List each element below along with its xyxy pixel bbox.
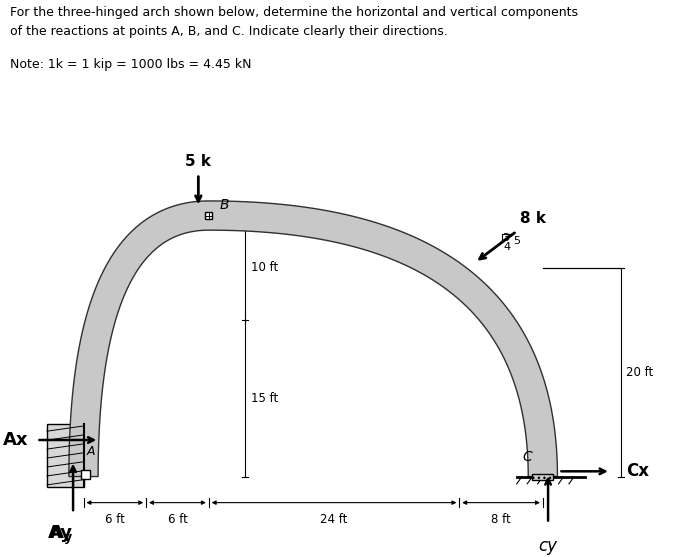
Bar — [533, 475, 553, 480]
Text: cy: cy — [539, 537, 557, 555]
Polygon shape — [69, 201, 557, 477]
Text: 8 k: 8 k — [520, 211, 546, 226]
Bar — [81, 470, 90, 478]
Text: $\mathbf{A_y}$: $\mathbf{A_y}$ — [48, 524, 72, 547]
Text: 6 ft: 6 ft — [105, 513, 125, 526]
Text: of the reactions at points A, B, and C. Indicate clearly their directions.: of the reactions at points A, B, and C. … — [10, 25, 448, 38]
Text: 15 ft: 15 ft — [251, 392, 278, 405]
Text: Ax: Ax — [3, 431, 28, 449]
Text: 4: 4 — [503, 242, 510, 252]
Text: 3: 3 — [502, 233, 510, 243]
Text: A: A — [87, 444, 95, 458]
Text: 8 ft: 8 ft — [491, 513, 511, 526]
Text: B: B — [219, 198, 229, 212]
Text: Cx: Cx — [626, 462, 649, 480]
Text: Ay: Ay — [48, 524, 73, 541]
Text: C: C — [522, 450, 532, 464]
Text: 20 ft: 20 ft — [626, 365, 654, 379]
Bar — [47, 424, 83, 487]
Text: 5 k: 5 k — [185, 154, 212, 169]
Text: 24 ft: 24 ft — [320, 513, 348, 526]
Text: Note: 1k = 1 kip = 1000 lbs = 4.45 kN: Note: 1k = 1 kip = 1000 lbs = 4.45 kN — [10, 58, 252, 71]
Text: 6 ft: 6 ft — [167, 513, 187, 526]
Text: For the three-hinged arch shown below, determine the horizontal and vertical com: For the three-hinged arch shown below, d… — [10, 6, 578, 18]
Text: 5: 5 — [513, 236, 521, 246]
Text: 10 ft: 10 ft — [251, 261, 278, 274]
Bar — [205, 212, 212, 219]
